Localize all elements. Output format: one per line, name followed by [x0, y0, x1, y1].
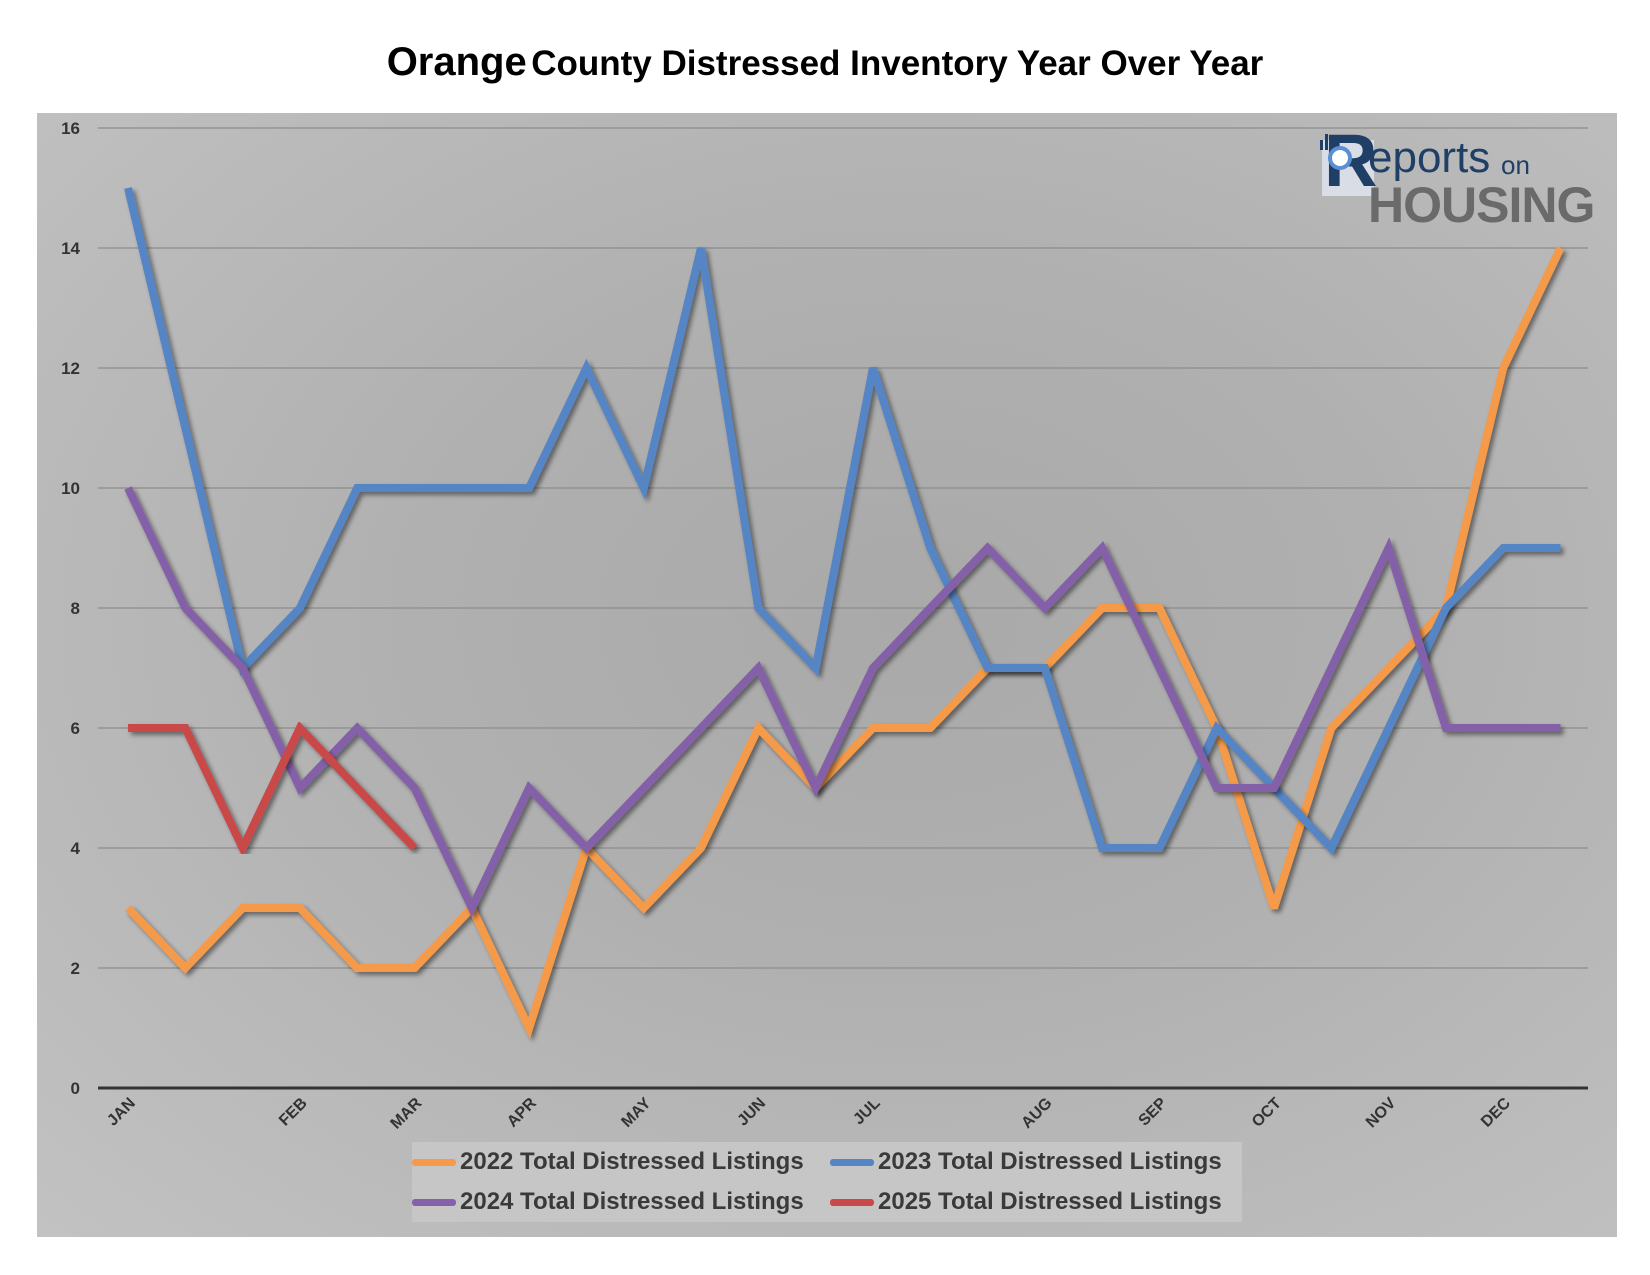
y-tick-label: 8	[71, 599, 80, 618]
y-tick-label: 14	[61, 239, 80, 258]
x-tick-label: AUG	[1018, 1095, 1055, 1132]
logo-bars-icon	[1320, 132, 1340, 150]
y-tick-label: 12	[61, 359, 80, 378]
legend-swatch-2023	[830, 1158, 874, 1166]
legend-swatch-2022	[412, 1158, 456, 1166]
series-lines	[124, 187, 1565, 1039]
legend-item-2024: 2024 Total Distressed Listings	[412, 1184, 804, 1220]
legend-label-2024: 2024 Total Distressed Listings	[460, 1188, 804, 1215]
logo-reports-text: eports	[1368, 133, 1491, 182]
x-tick-label: DEC	[1478, 1094, 1514, 1130]
series-line-2025	[128, 721, 418, 858]
legend-swatch-2024	[412, 1198, 456, 1206]
reports-on-housing-logo: R eports on HOUSING	[1318, 124, 1595, 233]
logo-housing-text: HOUSING	[1368, 177, 1595, 233]
x-tick-label: JUN	[734, 1095, 769, 1130]
logo-on-text: on	[1501, 150, 1530, 180]
chart-legend: 2022 Total Distressed Listings 2023 Tota…	[412, 1142, 1242, 1222]
series-line-2024	[124, 486, 1561, 918]
legend-item-2023: 2023 Total Distressed Listings	[830, 1144, 1222, 1180]
x-tick-label: SEP	[1136, 1095, 1171, 1130]
y-axis-ticks: 0 2 4 6 8 10 12 14 16	[61, 119, 80, 1098]
y-tick-label: 2	[71, 959, 80, 978]
title-word-orange: Orange	[386, 40, 527, 84]
plot-background	[37, 113, 1617, 1237]
legend-swatch-2025	[830, 1198, 874, 1206]
y-tick-label: 16	[61, 119, 80, 138]
legend-label-2022: 2022 Total Distressed Listings	[460, 1148, 804, 1175]
y-tick-label: 10	[61, 479, 80, 498]
legend-label-2023: 2023 Total Distressed Listings	[878, 1148, 1222, 1175]
x-tick-label: APR	[504, 1094, 540, 1130]
x-tick-label: MAR	[388, 1094, 426, 1132]
legend-item-2025: 2025 Total Distressed Listings	[830, 1184, 1222, 1220]
logo-pin-icon	[1328, 146, 1352, 170]
y-tick-label: 0	[71, 1079, 80, 1098]
x-tick-label: FEB	[276, 1095, 311, 1130]
series-line-2023	[124, 187, 1561, 855]
legend-label-2025: 2025 Total Distressed Listings	[878, 1188, 1222, 1215]
y-tick-label: 4	[71, 839, 81, 858]
x-tick-label: JAN	[104, 1095, 139, 1130]
gridlines	[98, 127, 1588, 1090]
x-tick-label: MAY	[618, 1095, 654, 1131]
title-rest: County Distressed Inventory Year Over Ye…	[531, 44, 1264, 83]
series-line-2022	[125, 246, 1565, 1039]
legend-item-2022: 2022 Total Distressed Listings	[412, 1144, 804, 1180]
x-tick-label: JUL	[850, 1095, 884, 1129]
y-tick-label: 6	[71, 719, 80, 738]
x-tick-label: OCT	[1249, 1095, 1285, 1131]
x-axis-ticks: JAN FEB MAR APR MAY JUN JUL AUG SEP OCT NOV DEC	[104, 1094, 1514, 1132]
chart-title: Orange County Distressed Inventory Year …	[0, 40, 1650, 85]
x-tick-label: NOV	[1363, 1095, 1400, 1132]
